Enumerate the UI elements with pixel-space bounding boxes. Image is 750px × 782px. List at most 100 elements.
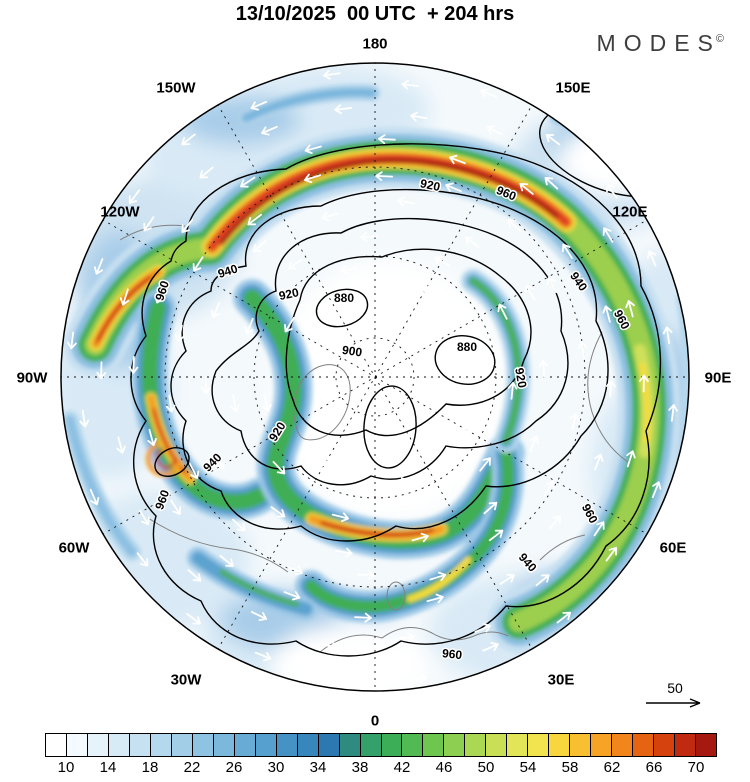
wind-arrow-icon (201, 376, 212, 395)
wind-arrow-icon (187, 569, 202, 582)
wind-arrow-icon (360, 232, 378, 242)
colorbar-segment (108, 734, 130, 756)
colorbar-segment (66, 734, 88, 756)
wind-arrow-icon (543, 480, 555, 496)
colorbar-tick-66: 66 (645, 759, 663, 776)
wind-arrow-icon (143, 216, 155, 232)
wind-arrow-icon (181, 133, 196, 146)
wind-arrow-icon (401, 79, 420, 90)
wind-arrow-icon (605, 184, 618, 199)
wind-arrow-icon (250, 611, 268, 621)
wind-arrow-icon (488, 529, 504, 542)
wind-arrow-icon (136, 552, 149, 567)
colorbar-segment (87, 734, 109, 756)
height-contours (130, 102, 689, 657)
wind-arrow-icon (483, 501, 498, 515)
wind-arrow-icon (262, 394, 272, 412)
wind-arrow-icon (93, 258, 104, 275)
wind-arrow-icon (330, 667, 349, 678)
longitude-label-180: 180 (362, 35, 388, 53)
colorbar-segment (339, 734, 361, 756)
graticule (61, 63, 689, 691)
wind-arrow-icon (556, 611, 571, 624)
wind-arrow-icon (240, 176, 256, 188)
wind-arrow-icon (411, 532, 429, 543)
wind-arrow-icon (247, 213, 262, 226)
colorbar-segment (675, 734, 697, 756)
colorbar-tick-18: 18 (141, 759, 159, 776)
longitude-label-120W: 120W (100, 203, 140, 221)
colorbar-segment (171, 734, 193, 756)
wind-arrow-icon (174, 324, 185, 343)
wind-arrow-icon (668, 404, 678, 422)
wind-arrow-icon (561, 243, 573, 259)
wind-arrow-icon (252, 240, 267, 253)
wind-arrow-icon (646, 250, 657, 267)
reference-vector-label: 50 (667, 680, 683, 696)
wind-arrow-icon (334, 104, 352, 115)
wind-arrow-icon (434, 256, 451, 267)
wind-arrow-icon (421, 283, 437, 295)
colorbar-tick-38: 38 (351, 759, 369, 776)
contour-label-920: 920 (419, 176, 442, 194)
longitude-label-90E: 90E (704, 369, 732, 387)
colorbar-segment (276, 734, 298, 756)
colorbar (45, 733, 717, 757)
wind-arrow-icon (272, 460, 286, 475)
colorbar-segment (633, 734, 655, 756)
contour-label-900: 900 (341, 343, 363, 360)
colorbar-segment (696, 734, 716, 756)
wind-arrow-icon (284, 316, 295, 333)
colorbar-tick-54: 54 (519, 759, 537, 776)
colorbar-segment (591, 734, 613, 756)
wind-arrow-icon (128, 356, 139, 374)
reference-vector-arrow-icon (646, 698, 701, 708)
wind-arrow-icon (232, 518, 246, 532)
wind-arrow-icon (544, 176, 559, 190)
wind-arrow-icon (67, 331, 77, 350)
colorbar-tick-58: 58 (561, 759, 579, 776)
colorbar-tick-70: 70 (687, 759, 705, 776)
jet-stream-bands (61, 84, 689, 653)
colorbar-segment (360, 734, 382, 756)
page-title: 13/10/2025 00 UTC + 204 hrs (235, 3, 515, 25)
colorbar-tick-62: 62 (603, 759, 621, 776)
wind-arrow-icon (322, 69, 341, 80)
colorbar-segment (528, 734, 550, 756)
wind-arrow-icon (482, 641, 499, 652)
wind-arrow-icon (165, 394, 176, 413)
longitude-label-60W: 60W (58, 539, 90, 557)
wind-arrow-icon (244, 317, 254, 335)
wind-arrow-icon (287, 258, 303, 270)
wind-arrow-icon (429, 571, 447, 582)
wind-arrow-icon (254, 651, 272, 662)
contour-label-920: 920 (278, 285, 301, 303)
wind-arrow-icon (409, 673, 427, 684)
colorbar-segment (213, 734, 235, 756)
wind-arrow-icon (181, 218, 194, 233)
wind-arrow-icon (524, 284, 536, 301)
wind-arrows (67, 69, 678, 684)
wind-arrow-icon (569, 412, 580, 431)
wind-arrow-icon (545, 133, 561, 146)
colorbar-segment (570, 734, 592, 756)
longitude-label-30E: 30E (547, 671, 575, 689)
wind-arrow-icon (189, 462, 200, 480)
colorbar-segment (423, 734, 445, 756)
wind-arrow-icon (605, 379, 616, 398)
wind-arrow-icon (320, 641, 339, 652)
wind-arrow-icon (192, 256, 204, 272)
wind-arrow-icon (354, 612, 372, 623)
wind-arrow-icon (186, 613, 201, 625)
colorbar-segment (381, 734, 403, 756)
colorbar-segment (234, 734, 256, 756)
wind-arrow-icon (507, 381, 518, 400)
longitude-label-30W: 30W (170, 671, 202, 689)
colorbar-segment (486, 734, 508, 756)
longitude-label-60E: 60E (659, 539, 687, 557)
wind-arrow-icon (210, 301, 221, 319)
wind-arrow-icon (464, 236, 480, 248)
